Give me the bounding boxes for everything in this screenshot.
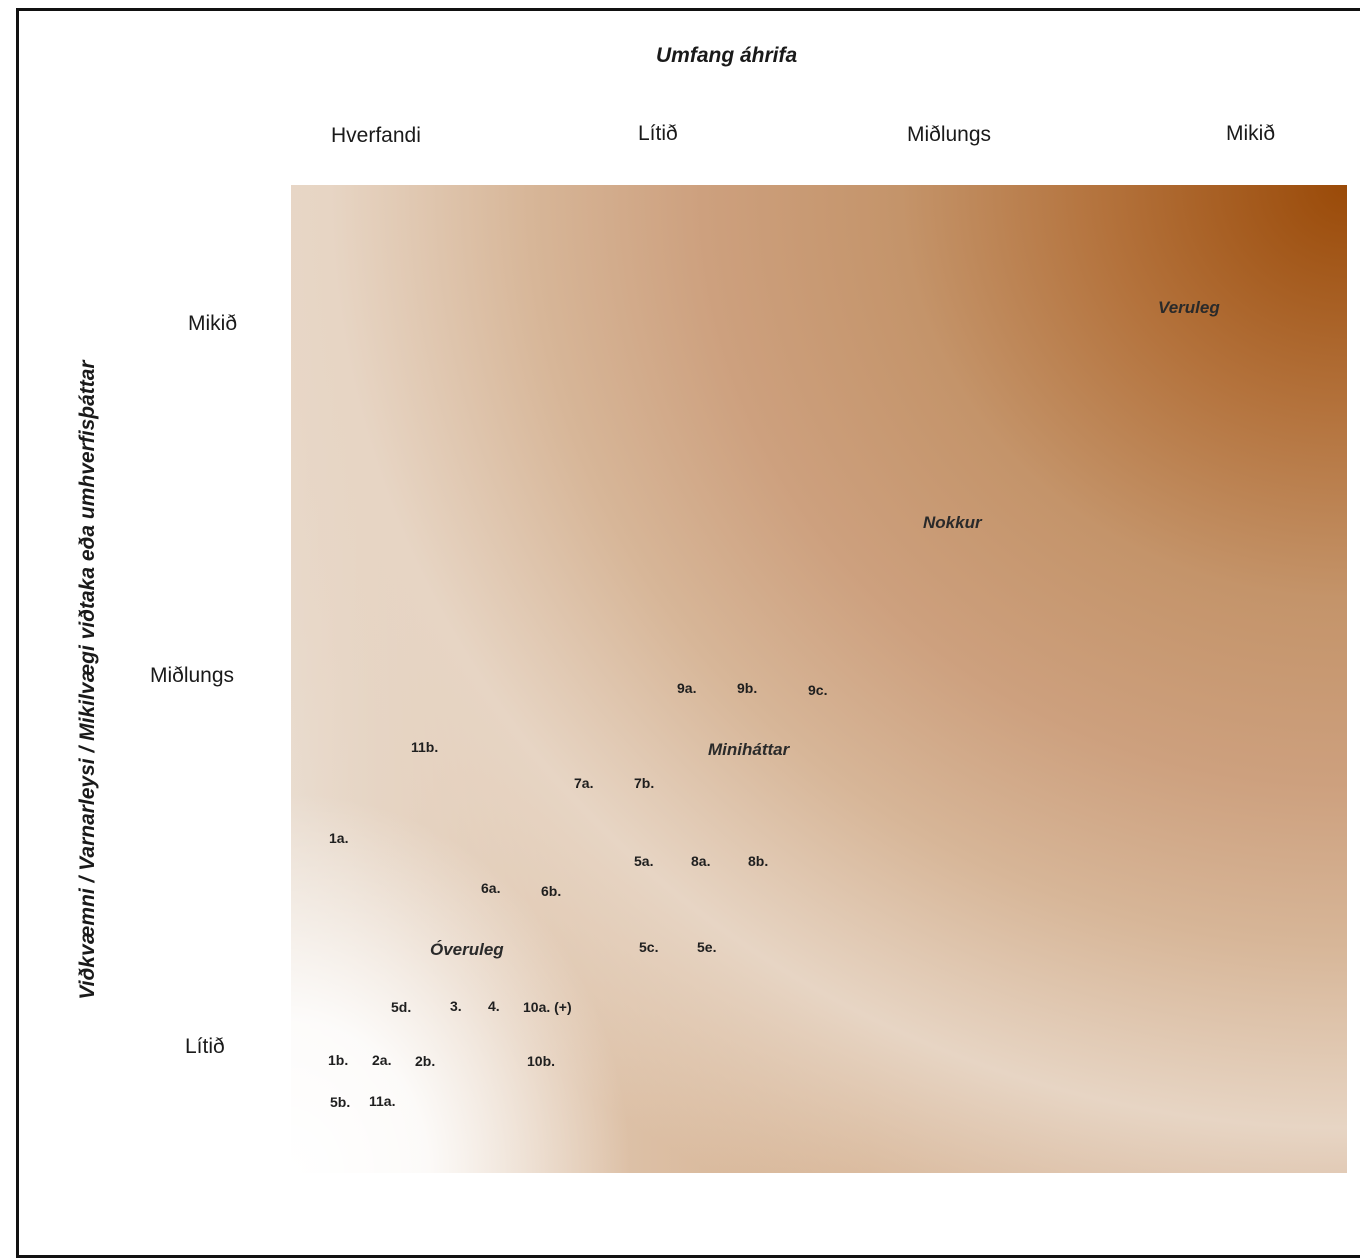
point-5b: 5b. bbox=[330, 1094, 351, 1110]
x-axis-title: Umfang áhrifa bbox=[656, 44, 798, 67]
impact-gradient-area bbox=[291, 185, 1347, 1173]
point-4: 4. bbox=[488, 998, 500, 1014]
x-label-mikid: Mikið bbox=[1226, 122, 1276, 145]
x-label-midlungs: Miðlungs bbox=[907, 123, 992, 146]
point-5c: 5c. bbox=[639, 939, 659, 955]
point-11b: 11b. bbox=[411, 739, 439, 755]
point-5d: 5d. bbox=[391, 999, 412, 1015]
zone-nokkur: Nokkur bbox=[923, 513, 982, 532]
point-7b: 7b. bbox=[634, 775, 655, 791]
point-8b: 8b. bbox=[748, 853, 769, 869]
point-2b: 2b. bbox=[415, 1053, 436, 1069]
point-2a: 2a. bbox=[372, 1052, 392, 1068]
point-1b: 1b. bbox=[328, 1052, 349, 1068]
y-label-mikid: Mikið bbox=[188, 312, 238, 335]
point-6a: 6a. bbox=[481, 880, 501, 896]
point-6b: 6b. bbox=[541, 883, 562, 899]
point-5e: 5e. bbox=[697, 939, 717, 955]
point-7a: 7a. bbox=[574, 775, 594, 791]
point-10b: 10b. bbox=[527, 1053, 556, 1069]
zone-minihattar: Miniháttar bbox=[708, 740, 790, 759]
point-10a: 10a. (+) bbox=[523, 999, 572, 1015]
y-label-litid: Lítið bbox=[185, 1035, 225, 1058]
point-8a: 8a. bbox=[691, 853, 711, 869]
point-5a: 5a. bbox=[634, 853, 654, 869]
point-1a: 1a. bbox=[329, 830, 349, 846]
point-11a: 11a. bbox=[369, 1093, 396, 1109]
x-label-hverfandi: Hverfandi bbox=[331, 124, 421, 147]
x-label-litid: Lítið bbox=[638, 122, 678, 145]
point-9b: 9b. bbox=[737, 680, 758, 696]
point-9c: 9c. bbox=[808, 682, 828, 698]
zone-overuleg: Óveruleg bbox=[430, 940, 504, 959]
zone-veruleg: Veruleg bbox=[1158, 298, 1220, 317]
y-label-midlungs: Miðlungs bbox=[150, 664, 235, 687]
point-3: 3. bbox=[450, 998, 462, 1014]
y-axis-title: Viðkvæmni / Varnarleysi / Mikilvægi viðt… bbox=[76, 360, 99, 1000]
point-9a: 9a. bbox=[677, 680, 697, 696]
